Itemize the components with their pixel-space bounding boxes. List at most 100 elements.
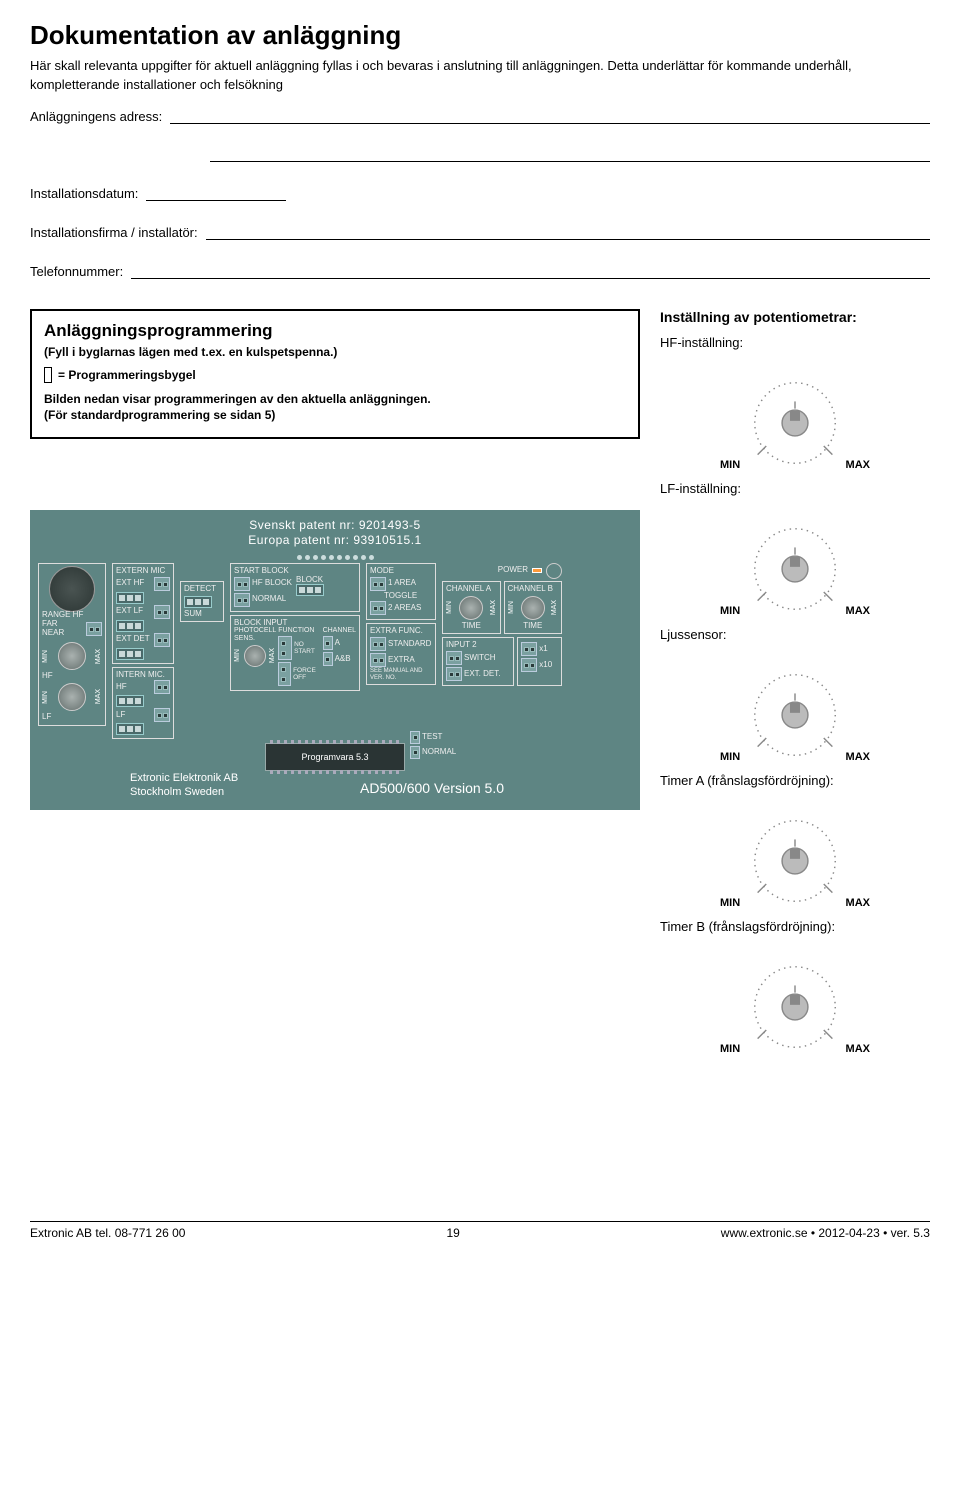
knob-icon bbox=[521, 596, 545, 620]
underline bbox=[206, 226, 930, 240]
chip-label: Programvara 5.3 bbox=[265, 743, 405, 771]
extronic-2: Stockholm Sweden bbox=[130, 785, 238, 799]
pot-icon bbox=[720, 354, 870, 469]
footer-left: Extronic AB tel. 08-771 26 00 bbox=[30, 1226, 185, 1240]
intro-text: Här skall relevanta uppgifter för aktuel… bbox=[30, 57, 930, 95]
prog-heading: Anläggningsprogrammering bbox=[44, 321, 626, 341]
lbl-x1: x1 bbox=[539, 645, 547, 654]
lbl-test: TEST bbox=[422, 733, 442, 742]
jumper-icon bbox=[44, 367, 52, 383]
jumper-icon bbox=[234, 593, 250, 607]
lbl-normal: NORMAL bbox=[252, 595, 286, 604]
header-icon bbox=[296, 584, 324, 596]
jumper-icon bbox=[370, 653, 386, 667]
pot-icon bbox=[720, 938, 870, 1053]
patent-1: Svenskt patent nr: 9201493-5 bbox=[38, 518, 632, 534]
lbl-input2: INPUT 2 bbox=[446, 641, 510, 650]
jumper-icon bbox=[154, 680, 170, 694]
lbl-normal: NORMAL bbox=[422, 748, 456, 757]
lbl-max: MAX bbox=[490, 600, 497, 615]
lbl-min: MIN bbox=[234, 649, 241, 662]
pot-timera-label: Timer A (frånslagsfördröjning): bbox=[660, 773, 930, 788]
pot-main-title: Inställning av potentiometrar: bbox=[660, 309, 930, 325]
lbl-hf-block: HF BLOCK bbox=[252, 579, 292, 588]
page-title: Dokumentation av anläggning bbox=[30, 20, 930, 51]
knob-icon bbox=[244, 645, 266, 667]
lbl-min: MIN bbox=[508, 601, 515, 614]
lbl-switch: SWITCH bbox=[464, 654, 496, 663]
lbl-extra: EXTRA bbox=[388, 656, 415, 665]
lbl-lf: LF bbox=[42, 713, 102, 722]
lbl-start-block: START BLOCK bbox=[234, 567, 356, 576]
lbl-max: MAX bbox=[95, 689, 102, 704]
knob-icon bbox=[58, 642, 86, 670]
pot-icon bbox=[720, 500, 870, 615]
jumper-icon bbox=[446, 667, 462, 681]
lbl-sum: SUM bbox=[184, 610, 220, 619]
lbl-block: BLOCK bbox=[296, 576, 324, 585]
lbl-no-start: NO START bbox=[294, 641, 320, 655]
jumper-icon bbox=[446, 651, 462, 665]
label-phone: Telefonnummer: bbox=[30, 264, 123, 279]
lbl-time: TIME bbox=[508, 622, 559, 631]
lbl-power: POWER bbox=[498, 566, 528, 575]
footer-center: 19 bbox=[446, 1226, 459, 1240]
jumper-icon bbox=[234, 577, 250, 591]
version-text: AD500/600 Version 5.0 bbox=[360, 780, 504, 796]
jumper-icon bbox=[154, 577, 170, 591]
jumper-icon bbox=[278, 636, 292, 660]
lbl-min: MIN bbox=[42, 691, 49, 704]
led-icon bbox=[532, 568, 542, 573]
lbl-ab: A&B bbox=[335, 655, 351, 664]
lbl-time: TIME bbox=[446, 622, 497, 631]
lbl-ch-a: CHANNEL A bbox=[446, 585, 497, 594]
jumper-icon bbox=[154, 633, 170, 647]
underline bbox=[131, 265, 930, 279]
lbl-extra-func: EXTRA FUNC. bbox=[370, 627, 432, 636]
patent-2: Europa patent nr: 93910515.1 bbox=[38, 533, 632, 549]
lbl-photocell: PHOTOCELL SENS. bbox=[234, 627, 276, 642]
lbl-2areas: 2 AREAS bbox=[388, 604, 421, 613]
knob-icon bbox=[49, 566, 95, 612]
lbl-standard: STANDARD bbox=[388, 640, 431, 649]
pot-lf-label: LF-inställning: bbox=[660, 481, 930, 496]
jumper-icon bbox=[521, 658, 537, 672]
lbl-ext-det: EXT DET bbox=[116, 635, 150, 644]
pot-light-label: Ljussensor: bbox=[660, 627, 930, 642]
header-icon bbox=[184, 596, 212, 608]
lbl-min: MIN bbox=[42, 650, 49, 663]
jumper-icon bbox=[154, 708, 170, 722]
footer-right: www.extronic.se • 2012-04-23 • ver. 5.3 bbox=[721, 1226, 930, 1240]
lbl-a: A bbox=[335, 639, 340, 648]
lbl-force-off: FORCE OFF bbox=[293, 667, 321, 681]
jumper-icon bbox=[86, 622, 102, 636]
jumper-icon bbox=[154, 605, 170, 619]
extronic-1: Extronic Elektronik AB bbox=[130, 771, 238, 785]
lbl-function: FUNCTION bbox=[278, 627, 320, 635]
lbl-ext-det2: EXT. DET. bbox=[464, 670, 500, 679]
lbl-extern-mic: EXTERN MIC bbox=[116, 567, 170, 576]
jumper-icon bbox=[370, 601, 386, 615]
jumper-icon bbox=[370, 577, 386, 591]
lbl-hf: HF bbox=[42, 672, 102, 681]
pot-timerb-label: Timer B (frånslagsfördröjning): bbox=[660, 919, 930, 934]
label-installer: Installationsfirma / installatör: bbox=[30, 225, 198, 240]
jumper-icon bbox=[323, 636, 333, 650]
jumper-icon bbox=[278, 662, 291, 686]
lbl-max: MAX bbox=[269, 648, 276, 663]
header-dots bbox=[297, 555, 374, 560]
prog-sub: (Fyll i byglarnas lägen med t.ex. en kul… bbox=[44, 345, 626, 359]
underline bbox=[210, 148, 930, 162]
prog-key: = Programmeringsbygel bbox=[44, 367, 626, 383]
pot-icon bbox=[720, 792, 870, 907]
knob-icon bbox=[58, 683, 86, 711]
lbl-far: FAR bbox=[42, 620, 64, 629]
header-icon bbox=[116, 592, 144, 604]
lbl-max: MAX bbox=[95, 649, 102, 664]
header-icon bbox=[116, 648, 144, 660]
prog-key-text: = Programmeringsbygel bbox=[58, 368, 196, 382]
label-address: Anläggningens adress: bbox=[30, 109, 162, 124]
jumper-icon bbox=[521, 642, 537, 656]
underline bbox=[146, 187, 286, 201]
lbl-min: MIN bbox=[446, 601, 453, 614]
